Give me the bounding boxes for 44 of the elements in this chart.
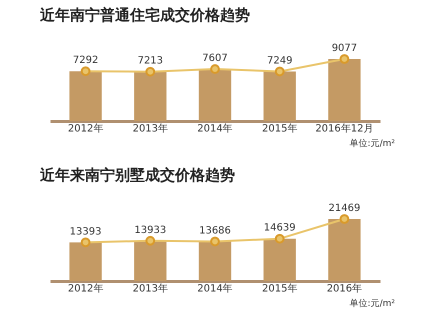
point bbox=[145, 66, 156, 77]
text: 单位:元/m² bbox=[350, 138, 396, 149]
data-label: 9077 bbox=[332, 43, 358, 54]
x-tick-label: 2013年 bbox=[132, 282, 168, 294]
chart-title: 近年南宁普通住宅成交价格趋势 bbox=[39, 6, 250, 24]
point bbox=[210, 236, 220, 246]
data-label: 13393 bbox=[70, 226, 102, 238]
bar bbox=[198, 69, 232, 121]
bar bbox=[264, 238, 296, 281]
x-tick-label: 2014年 bbox=[197, 122, 233, 134]
bar bbox=[69, 71, 102, 121]
x-tick-label: 2015年 bbox=[262, 282, 298, 294]
bar bbox=[69, 242, 102, 281]
x-tick-label: 2014年 bbox=[197, 282, 233, 294]
x-tick-label: 2012年 bbox=[68, 282, 104, 294]
data-label: 13686 bbox=[199, 225, 231, 236]
data-label: 21469 bbox=[328, 203, 360, 214]
x-tick-label: 2012年 bbox=[68, 122, 104, 134]
point bbox=[274, 66, 285, 76]
point bbox=[274, 234, 285, 244]
bar bbox=[134, 240, 166, 281]
x-tick-label: 2015年 bbox=[262, 122, 298, 134]
bar bbox=[198, 241, 232, 281]
point bbox=[145, 236, 156, 246]
text: 单位:元/m² bbox=[350, 298, 396, 309]
x-tick-label: 2016年 bbox=[326, 282, 362, 294]
data-label: 7607 bbox=[202, 53, 228, 64]
data-label: 7249 bbox=[266, 55, 292, 66]
chart-title: 近年来南宁别墅成交价格趋势 bbox=[39, 166, 235, 184]
bar bbox=[328, 219, 361, 281]
data-label: 14639 bbox=[264, 222, 296, 234]
data-label: 7292 bbox=[72, 55, 98, 66]
bar bbox=[134, 72, 166, 121]
data-label: 13933 bbox=[134, 224, 166, 236]
point bbox=[80, 66, 90, 76]
point bbox=[210, 64, 220, 74]
point bbox=[80, 237, 90, 248]
point bbox=[340, 214, 350, 224]
bar bbox=[328, 59, 361, 121]
x-tick-label: 2013年 bbox=[132, 122, 168, 134]
bar bbox=[264, 71, 296, 121]
x-tick-label: 2016年12月 bbox=[315, 122, 374, 134]
point bbox=[340, 54, 350, 64]
data-label: 7213 bbox=[138, 56, 164, 67]
